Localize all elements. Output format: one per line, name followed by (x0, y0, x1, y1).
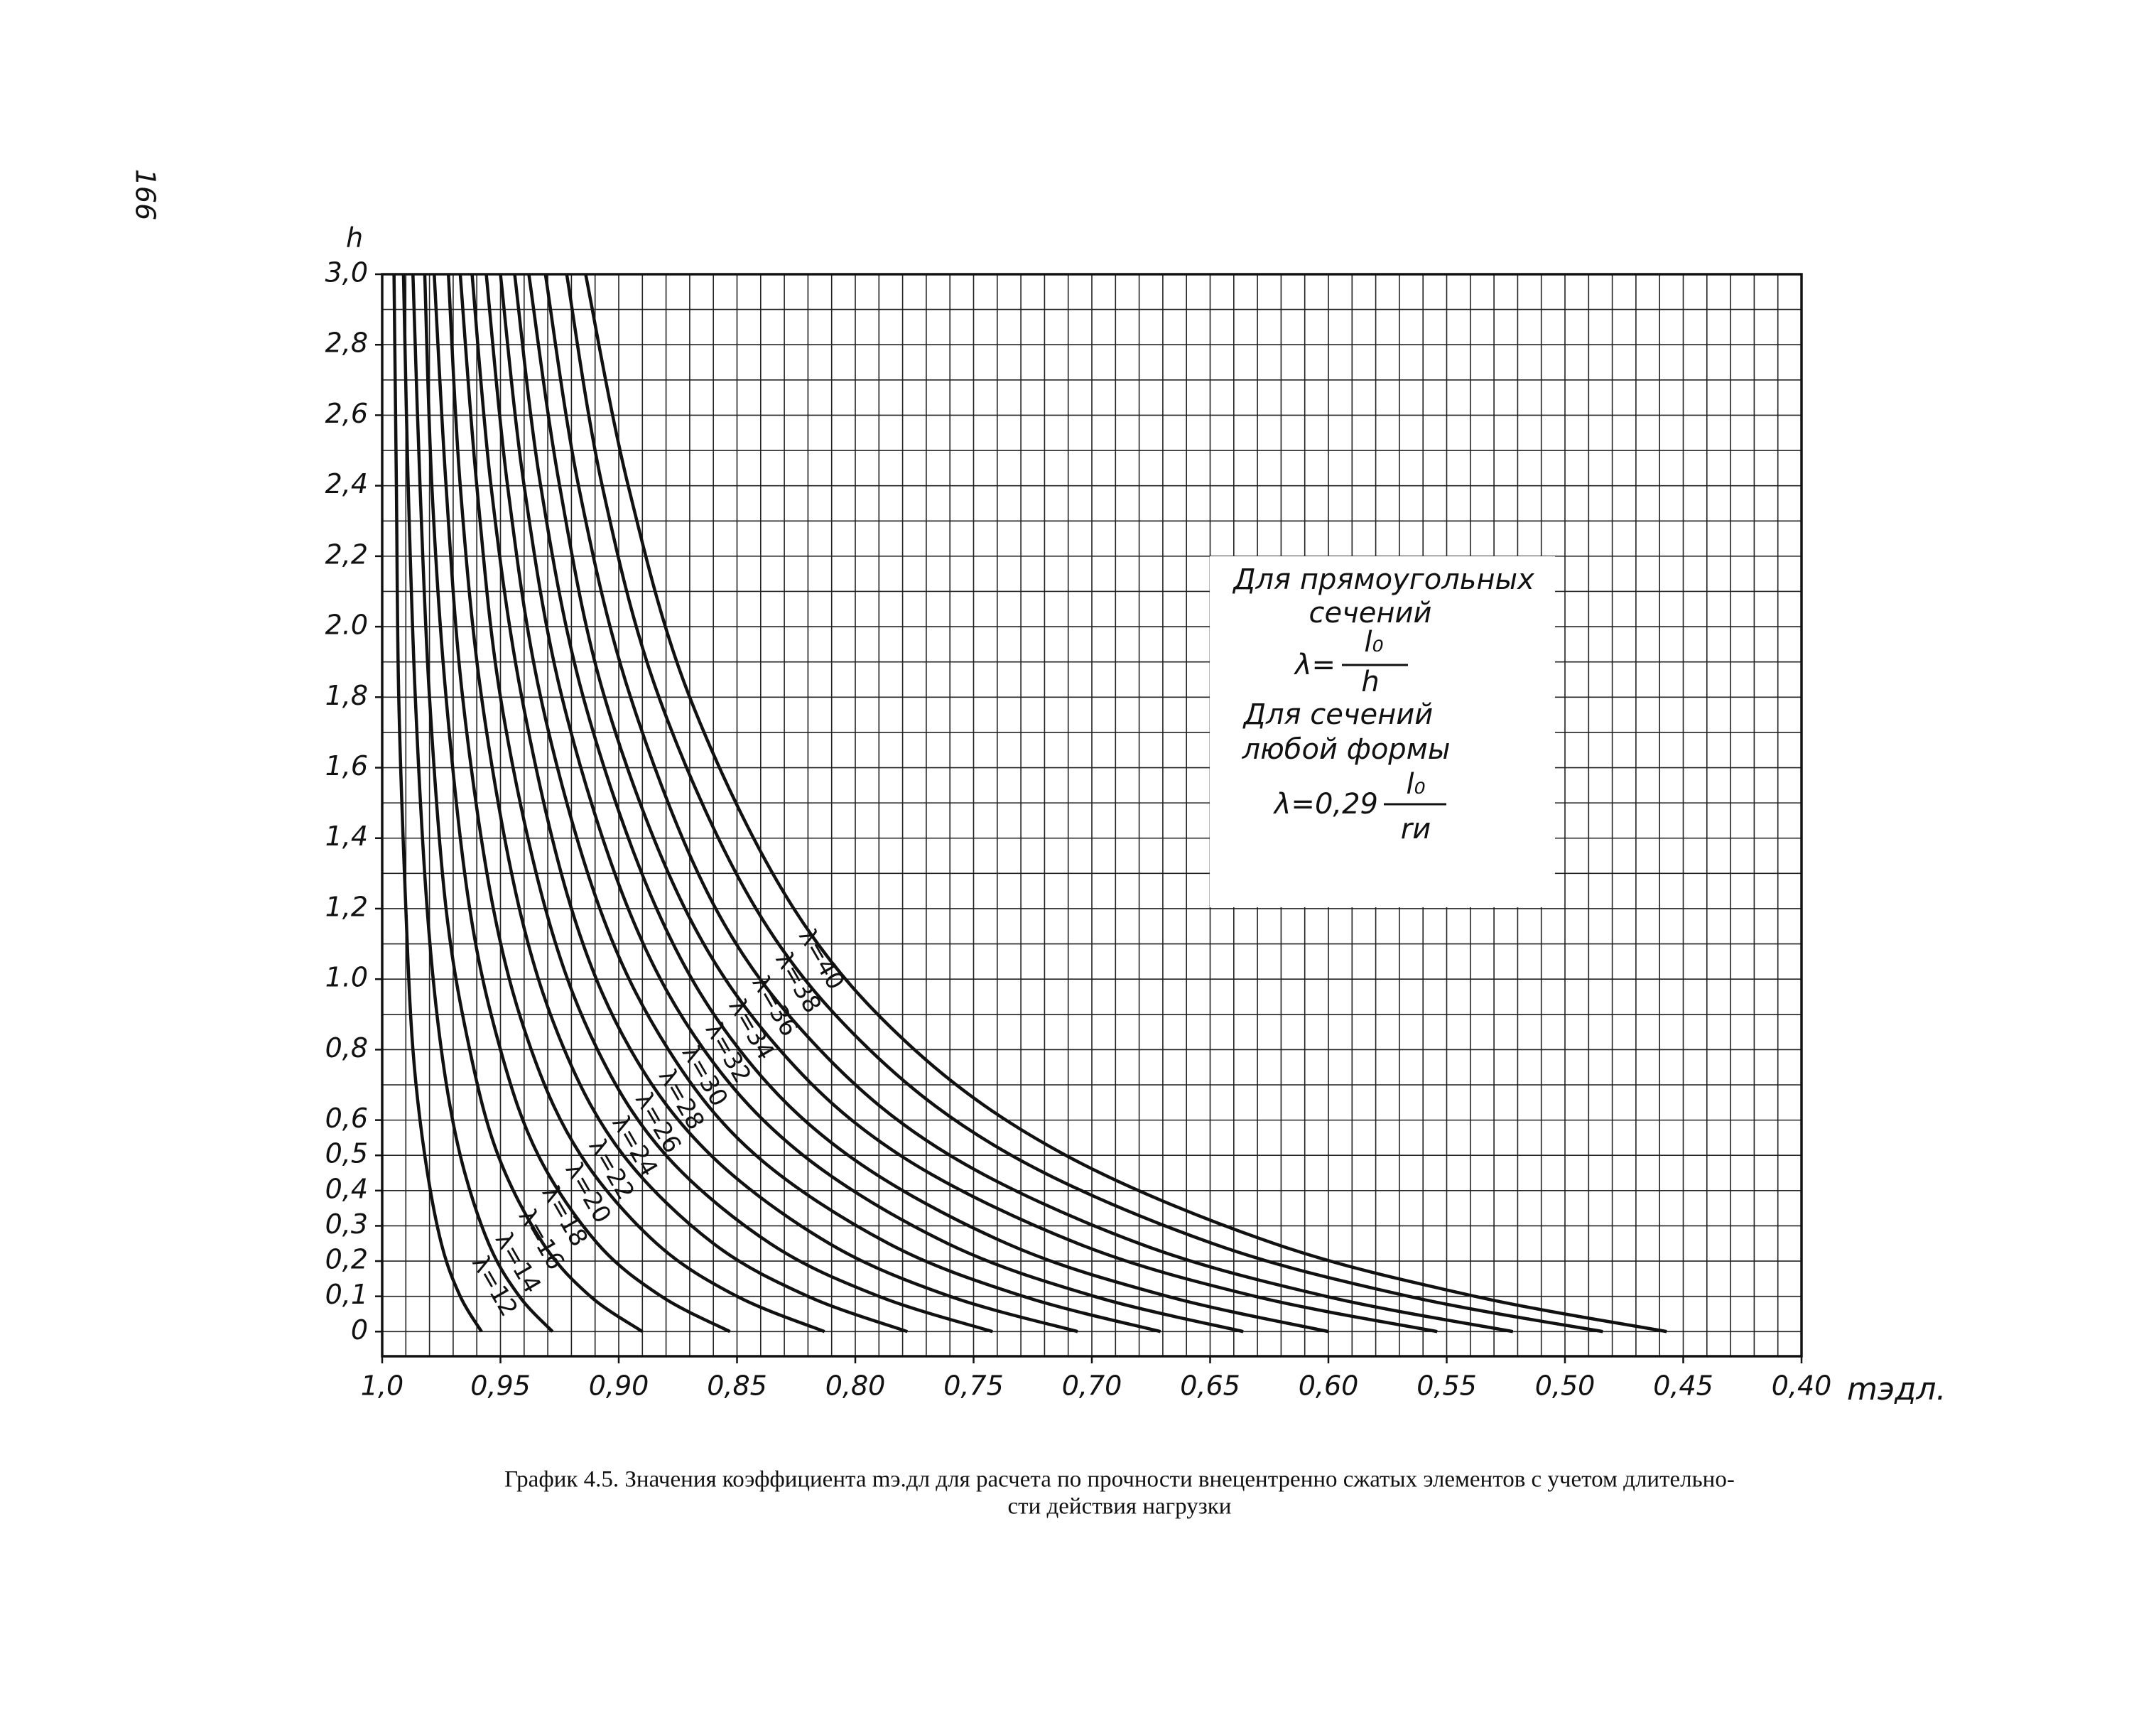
x-tick-label: 0,90 (589, 1370, 649, 1402)
y-tick-label: 1,8 (325, 680, 368, 711)
x-tick-label: 0,60 (1299, 1370, 1359, 1402)
formula-text: λ= (1294, 649, 1336, 681)
plot-frame (381, 273, 1803, 1358)
y-tick-label: 0,5 (325, 1138, 368, 1169)
curve (411, 274, 644, 1334)
x-tick-label: 0,70 (1062, 1370, 1122, 1402)
curve (423, 274, 731, 1334)
annotation-text: Для сечений (1242, 698, 1434, 731)
formula-text: l₀ (1364, 626, 1383, 659)
curve (513, 274, 1329, 1334)
x-tick-label: 0,40 (1772, 1370, 1832, 1402)
x-tick-label: 0,50 (1535, 1370, 1596, 1402)
y-tick-label: 2,2 (325, 539, 368, 570)
y-tick-label: 2,4 (325, 468, 368, 499)
y-axis-label: h (346, 222, 363, 254)
x-tick-label: 0,55 (1416, 1370, 1477, 1402)
formula-text: h (1361, 666, 1379, 698)
y-tick-label: 0 (351, 1314, 368, 1346)
curve (543, 274, 1514, 1334)
curve (484, 274, 1161, 1334)
curve (401, 274, 554, 1333)
y-tick-label: 2.0 (325, 610, 368, 641)
page-number: 166 (130, 169, 161, 221)
formula-text: l₀ (1406, 768, 1425, 801)
grid (375, 273, 1803, 1363)
curve (392, 274, 483, 1333)
x-tick-label: 1,0 (361, 1370, 403, 1402)
x-tick-label: 0,85 (707, 1370, 767, 1402)
curve (433, 274, 825, 1334)
x-axis-label: mэдл. (1847, 1371, 1946, 1407)
x-tick-label: 0,75 (943, 1370, 1004, 1402)
curve (584, 274, 1667, 1334)
caption: сти действия нагрузки (1008, 1494, 1232, 1520)
y-tick-label: 2,6 (325, 398, 368, 429)
annotation-text: сечений (1309, 597, 1432, 629)
y-tick-label: 0,8 (325, 1032, 368, 1064)
y-tick-label: 1,4 (325, 821, 368, 852)
curve (458, 274, 993, 1334)
y-tick-label: 0,2 (325, 1244, 368, 1275)
curve (527, 274, 1438, 1334)
y-tick-label: 1.0 (325, 962, 368, 993)
y-tick-label: 0,3 (325, 1208, 368, 1240)
caption: График 4.5. Значения коэффициента mэ.дл … (504, 1467, 1735, 1493)
annotation-text: Для прямоугольных (1232, 563, 1534, 596)
formula-text: rи (1401, 813, 1431, 845)
y-tick-label: 0,6 (325, 1103, 368, 1134)
curve (470, 274, 1078, 1334)
annotation-text: любой формы (1242, 733, 1451, 766)
annotation-box (1210, 556, 1555, 907)
x-tick-label: 0,95 (470, 1370, 531, 1402)
y-tick-label: 0,4 (325, 1173, 368, 1204)
curve (446, 274, 909, 1334)
annotation: Для прямоугольных сечений λ= l₀ h Для се… (1232, 563, 1534, 845)
y-tick-label: 3,0 (325, 257, 368, 288)
x-tick-label: 0,45 (1653, 1370, 1713, 1402)
x-tick-label: 0,65 (1180, 1370, 1240, 1402)
y-tick-label: 1,6 (325, 750, 368, 781)
curve (565, 274, 1603, 1334)
curve (499, 274, 1244, 1334)
y-tick-label: 1,2 (325, 891, 368, 922)
x-tick-label: 0,80 (825, 1370, 886, 1402)
formula-text: λ=0,29 (1273, 788, 1378, 821)
y-tick-label: 0,1 (325, 1279, 368, 1310)
y-tick-label: 2,8 (325, 328, 368, 359)
